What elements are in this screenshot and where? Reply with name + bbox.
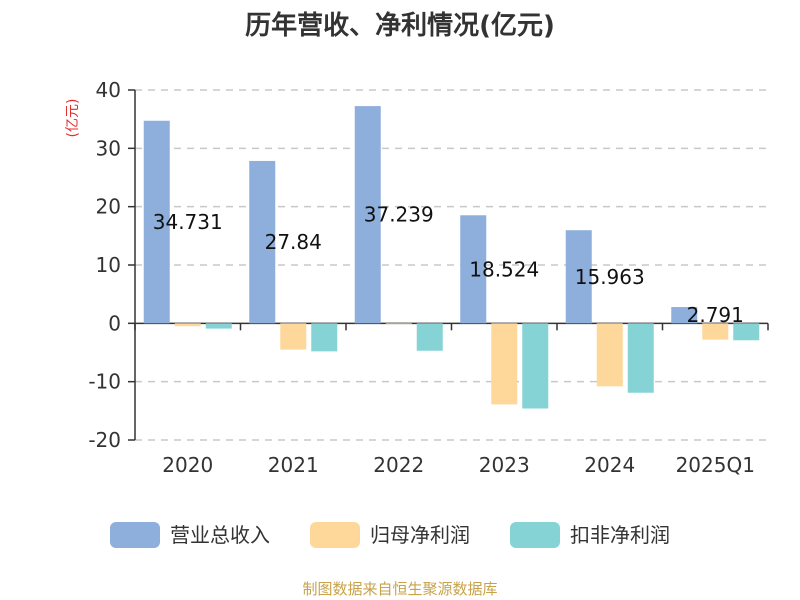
bar-series-3[interactable] <box>627 323 654 393</box>
bar-series-2[interactable] <box>385 323 412 325</box>
bar-series-1[interactable] <box>354 106 381 324</box>
data-label: 27.84 <box>265 230 322 254</box>
bar-series-1[interactable] <box>143 120 170 324</box>
bar-series-1[interactable] <box>249 160 276 324</box>
chart-title: 历年营收、净利情况(亿元) <box>245 10 555 41</box>
bar-series-2[interactable] <box>174 323 201 327</box>
y-tick-label: 0 <box>108 311 121 335</box>
y-tick-label: -20 <box>88 428 121 452</box>
x-tick-label: 2023 <box>479 453 530 477</box>
data-label: 34.731 <box>153 210 223 234</box>
axes: -20 -10 0 10 20 30 40 2020 2021 2022 2023 2024 2025Q… <box>88 78 769 477</box>
y-tick-label: 40 <box>96 78 121 102</box>
data-label: 37.239 <box>364 203 434 227</box>
y-axis-unit: (亿元) <box>65 99 81 138</box>
grid <box>135 89 768 441</box>
bars <box>143 106 760 409</box>
bar-series-2[interactable] <box>491 323 518 405</box>
y-tick-label: 30 <box>96 136 121 160</box>
source-note: 制图数据来自恒生聚源数据库 <box>302 580 497 598</box>
legend-label[interactable]: 营业总收入 <box>170 523 270 547</box>
legend-label[interactable]: 扣非净利润 <box>570 523 670 547</box>
bar-series-3[interactable] <box>311 323 338 352</box>
legend-swatch[interactable] <box>510 522 560 548</box>
y-tick-label: 20 <box>96 195 121 219</box>
bar-series-1[interactable] <box>671 307 698 324</box>
legend-swatch[interactable] <box>310 522 360 548</box>
y-tick-label: -10 <box>88 370 121 394</box>
data-label: 15.963 <box>575 265 645 289</box>
bar-series-3[interactable] <box>733 323 760 341</box>
bar-series-3[interactable] <box>205 323 232 329</box>
data-labels: 34.731 27.84 37.239 18.524 15.963 2.791 <box>153 203 744 327</box>
x-tick-label: 2020 <box>162 453 213 477</box>
y-tick-label: 10 <box>96 253 121 277</box>
bar-series-1[interactable] <box>565 230 592 324</box>
bar-series-2[interactable] <box>702 323 729 340</box>
data-label: 18.524 <box>469 257 539 281</box>
x-tick-label: 2022 <box>373 453 424 477</box>
x-tick-label: 2025Q1 <box>676 453 755 477</box>
bar-series-3[interactable] <box>522 323 549 409</box>
bar-series-2[interactable] <box>280 323 307 350</box>
legend-swatch[interactable] <box>110 522 160 548</box>
bar-series-2[interactable] <box>596 323 623 387</box>
data-label: 2.791 <box>687 303 744 327</box>
bar-series-3[interactable] <box>416 323 443 351</box>
bar-series-1[interactable] <box>460 215 487 324</box>
x-tick-label: 2021 <box>268 453 319 477</box>
legend[interactable]: 营业总收入 归母净利润 扣非净利润 <box>110 522 670 548</box>
legend-label[interactable]: 归母净利润 <box>370 523 470 547</box>
x-tick-label: 2024 <box>584 453 635 477</box>
